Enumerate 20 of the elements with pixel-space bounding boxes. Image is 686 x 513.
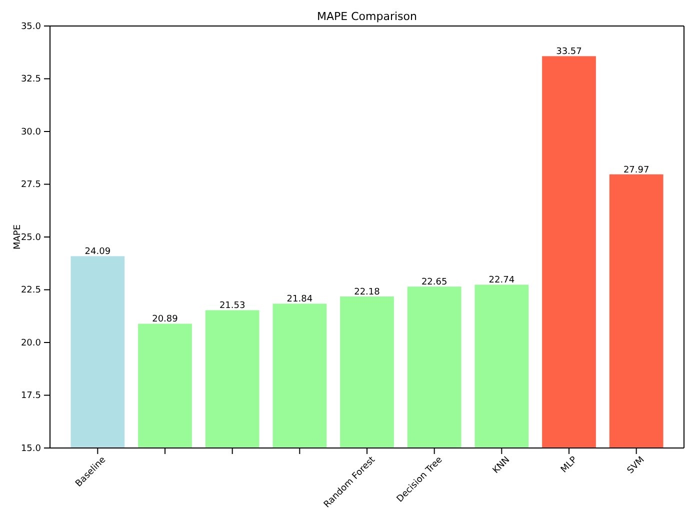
data-label: 33.57 xyxy=(556,47,582,58)
data-label: 21.53 xyxy=(219,301,246,312)
data-label: 20.89 xyxy=(152,314,178,325)
y-tick-label: 22.5 xyxy=(20,286,41,296)
y-axis-title: MAPE xyxy=(13,224,23,250)
y-tick-label: 20.0 xyxy=(20,338,42,348)
y-tick-label: 17.5 xyxy=(20,391,41,402)
y-tick-label: 15.0 xyxy=(20,444,42,454)
y-tick-label: 30.0 xyxy=(20,127,42,138)
y-tick-label: 35.0 xyxy=(20,22,42,32)
data-label: 27.97 xyxy=(623,165,650,176)
data-label: 24.09 xyxy=(84,247,111,258)
data-label: 22.74 xyxy=(488,276,515,286)
y-tick-label: 27.5 xyxy=(20,180,41,190)
data-label: 22.65 xyxy=(421,278,448,288)
data-label: 22.18 xyxy=(354,288,380,298)
data-label: 21.84 xyxy=(286,294,313,305)
y-tick-label: 32.5 xyxy=(20,74,41,85)
chart-title: MAPE Comparison xyxy=(317,10,417,23)
y-tick-label: 25.0 xyxy=(20,232,42,243)
